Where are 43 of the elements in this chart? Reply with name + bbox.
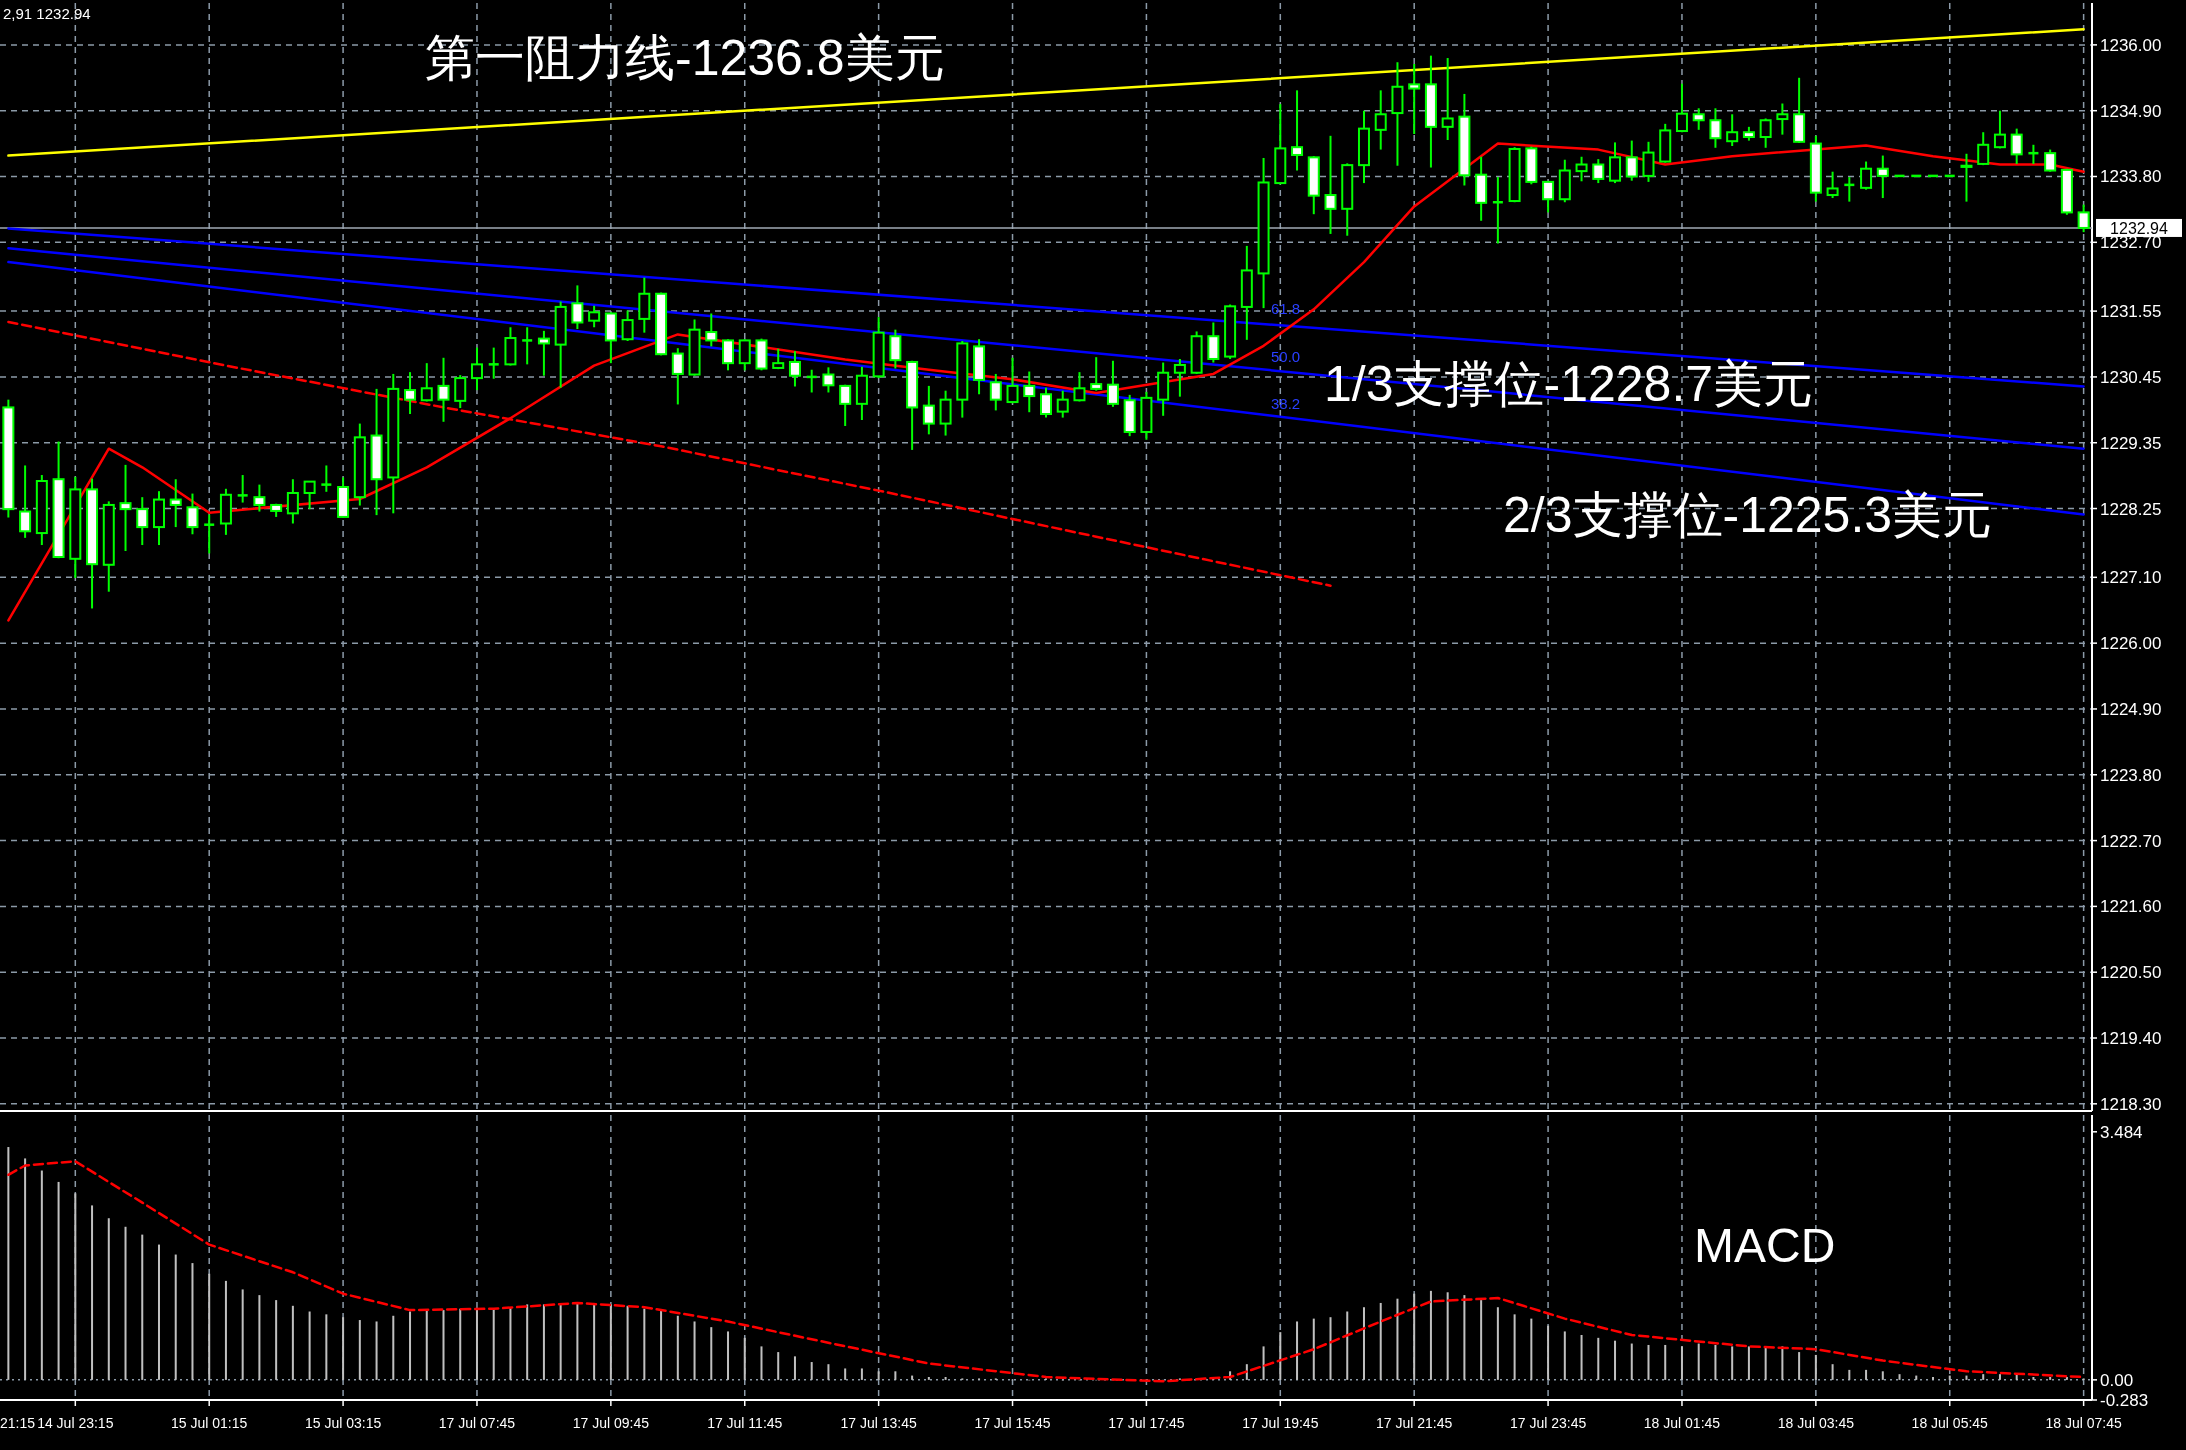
y-tick-label: 1218.30 xyxy=(2100,1094,2162,1114)
y-tick-label: 1231.55 xyxy=(2100,302,2162,322)
y-tick-label: 1220.50 xyxy=(2100,963,2162,983)
y-tick-label: 1223.80 xyxy=(2100,765,2162,785)
y-tick-label: 1222.70 xyxy=(2100,831,2162,851)
x-tick-label: 17 Jul 07:45 xyxy=(438,1415,516,1431)
x-tick-label: 17 Jul 23:45 xyxy=(1509,1415,1587,1431)
x-tick-label: 17 Jul 11:45 xyxy=(707,1415,783,1431)
y-tick-label: 1219.40 xyxy=(2100,1029,2162,1049)
y-tick-label: 1229.35 xyxy=(2100,433,2162,453)
x-tick-label: 14 Jul 23:15 xyxy=(37,1415,114,1431)
y-tick-label: 1236.00 xyxy=(2100,35,2162,55)
y-tick-label: 1228.25 xyxy=(2100,499,2162,519)
y-tick-label: -0.283 xyxy=(2100,1391,2149,1410)
x-tick-label: 17 Jul 21:45 xyxy=(1376,1415,1453,1431)
annotation: 2/3支撑位-1225.3美元 xyxy=(1503,487,1993,543)
x-tick-label: 15 Jul 03:15 xyxy=(304,1415,382,1431)
x-tick-label: 17 Jul 15:45 xyxy=(974,1415,1051,1431)
y-tick-label: 1221.60 xyxy=(2100,897,2162,917)
x-tick-label: 18 Jul 03:45 xyxy=(1777,1415,1855,1431)
annotation: 61.8 xyxy=(1271,300,1301,317)
y-tick-label: 1233.80 xyxy=(2100,167,2162,187)
annotation: 2,91 1232.94 xyxy=(3,5,91,22)
x-tick-label: 18 Jul 05:45 xyxy=(1911,1415,1989,1431)
annotation: 38.2 xyxy=(1271,395,1301,412)
annotation: MACD xyxy=(1694,1219,1836,1272)
x-tick-label: 18 Jul 01:45 xyxy=(1643,1415,1721,1431)
x-tick-label: 18 Jul 07:45 xyxy=(2045,1415,2122,1431)
x-tick-label: 15 Jul 01:15 xyxy=(171,1415,248,1431)
y-tick-label: 3.484 xyxy=(2100,1122,2143,1142)
y-tick-label: 1230.45 xyxy=(2100,367,2162,387)
annotation: 50.0 xyxy=(1271,348,1301,365)
y-tick-label: 1227.10 xyxy=(2100,568,2162,588)
x-tick-label: 17 Jul 13:45 xyxy=(840,1415,917,1431)
y-tick-label: 1224.90 xyxy=(2100,699,2162,719)
y-tick-label: 0.00 xyxy=(2100,1370,2134,1390)
y-tick-label: 1234.90 xyxy=(2100,101,2162,121)
text: 21:15 xyxy=(0,1415,36,1431)
x-tick-label: 17 Jul 19:45 xyxy=(1242,1415,1319,1431)
annotation: 第一阻力线-1236.8美元 xyxy=(425,30,945,86)
y-tick-label: 1226.00 xyxy=(2100,634,2162,654)
x-tick-label: 17 Jul 17:45 xyxy=(1108,1415,1185,1431)
x-tick-label: 17 Jul 09:45 xyxy=(572,1415,650,1431)
